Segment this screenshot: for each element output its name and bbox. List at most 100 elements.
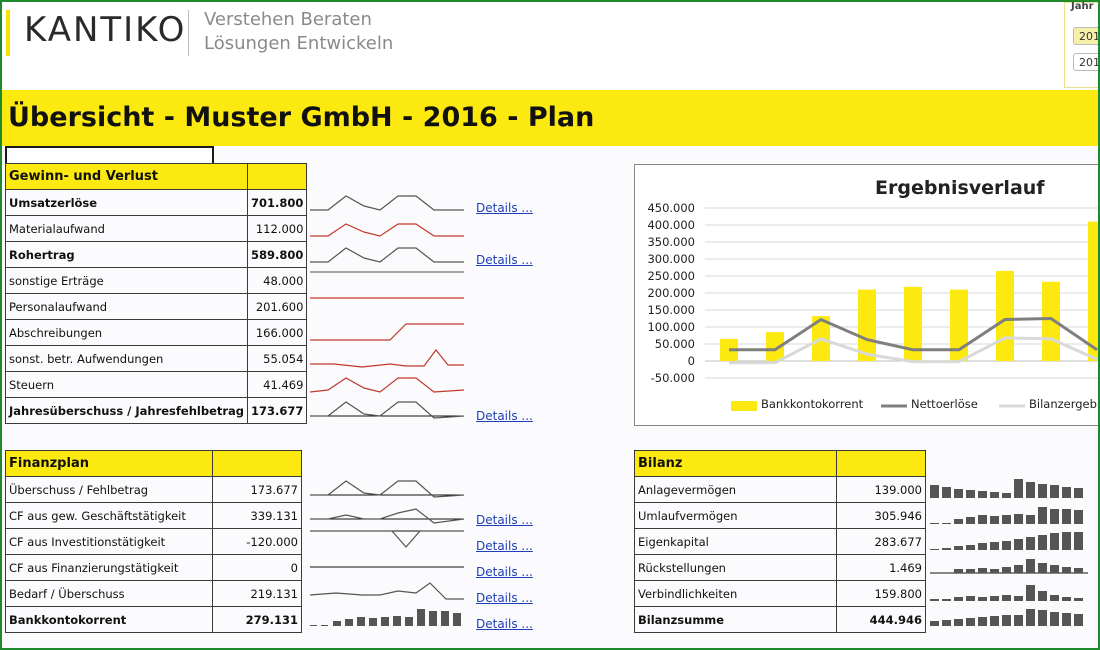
details-link-cf-invest[interactable]: Details ... (476, 539, 533, 553)
spark-bar (1002, 595, 1011, 601)
guv-value: 589.800 (247, 241, 308, 268)
spark-bar (1038, 591, 1047, 601)
sparkline-cf-invest (310, 530, 464, 548)
year-option-1[interactable]: 201 (1073, 27, 1098, 45)
spark-bar (978, 597, 987, 601)
spark-bar (1038, 610, 1047, 626)
bar-bankkontokorrent (904, 286, 922, 361)
kantiko-logo: KANTIKO (24, 10, 187, 50)
spark-bar (1050, 565, 1059, 573)
spark-bar (1014, 514, 1023, 524)
spark-bar (1074, 614, 1083, 626)
spark-bar (1062, 613, 1071, 626)
bilanz-value: 139.000 (836, 476, 926, 503)
spark-bar (942, 620, 951, 626)
bar-bankkontokorrent (950, 289, 968, 361)
line-bilanzergebnis (729, 336, 1098, 365)
y-tick-label: 150.000 (647, 303, 695, 317)
spark-bar (990, 596, 999, 601)
spark-bar (393, 616, 401, 626)
sparkline-bedarf (309, 582, 464, 600)
finanz-value: 339.131 (212, 502, 302, 529)
details-link-bankkontokorrent[interactable]: Details ... (476, 617, 533, 631)
guv-label: Umsatzerlöse (4, 189, 249, 216)
spark-bar (966, 545, 975, 550)
details-link-jahresueberschuss[interactable]: Details ... (476, 409, 533, 423)
bilanz-label: Rückstellungen (634, 554, 837, 581)
finanz-value: 173.677 (212, 476, 302, 503)
spark-bar (369, 618, 377, 626)
guv-sparklines (309, 195, 465, 419)
guv-label: sonst. betr. Aufwendungen (4, 345, 249, 372)
spark-bar (345, 619, 353, 626)
finanz-value: 219.131 (212, 580, 302, 607)
guv-value: 173.677 (247, 397, 308, 424)
guv-label: Personalaufwand (4, 293, 249, 320)
bilanz-label: Umlaufvermögen (634, 502, 837, 529)
bilanz-value: 159.800 (836, 580, 926, 607)
spark-bar (381, 617, 389, 626)
details-link-bedarf[interactable]: Details ... (476, 591, 533, 605)
spark-bar (990, 616, 999, 626)
year-slicer-label: Jahr (1071, 1, 1094, 12)
spark-bar (942, 487, 951, 498)
details-link-cf-finanz[interactable]: Details ... (476, 565, 533, 579)
header: KANTIKO Verstehen Beraten Lösungen Entwi… (2, 2, 1098, 88)
spark-bar (1014, 565, 1023, 573)
sparkline-bilanzsumme (930, 609, 1083, 626)
sparkline-cf-geschaeft (310, 508, 465, 524)
spark-bar (1062, 567, 1071, 573)
y-tick-label: 350.000 (647, 235, 695, 249)
guv-label: Steuern (4, 371, 249, 398)
spark-bar (954, 519, 963, 524)
spark-bar (1026, 482, 1035, 498)
spark-bar (1014, 539, 1023, 550)
sparkline-umlaufvermoegen (930, 507, 1083, 524)
legend-nettoerloese: Nettoerlöse (911, 397, 978, 411)
y-tick-label: 50.000 (654, 337, 695, 351)
tagline: Verstehen Beraten Lösungen Entwickeln (204, 8, 393, 56)
details-link-cf-geschaeft[interactable]: Details ... (476, 513, 533, 527)
finanz-header: Finanzplan (5, 450, 213, 477)
tagline-line-2: Lösungen Entwickeln (204, 33, 394, 54)
bar-bankkontokorrent (996, 270, 1014, 361)
spark-bar (453, 613, 461, 626)
year-option-2[interactable]: 201 (1073, 53, 1098, 71)
spark-bar (1062, 532, 1071, 550)
bar-bankkontokorrent (858, 289, 876, 361)
spark-bar (978, 515, 987, 524)
spark-bar (1074, 488, 1083, 498)
year-slicer: Jahr 201 201 (1064, 1, 1098, 88)
sparkline-rohertrag (310, 247, 464, 263)
spark-bar (1050, 509, 1059, 524)
y-tick-label: 300.000 (647, 252, 695, 266)
guv-value: 55.054 (247, 345, 308, 372)
bilanz-value: 444.946 (836, 606, 926, 633)
bilanz-header: Bilanz (634, 450, 837, 477)
ergebnisverlauf-chart[interactable]: Ergebnisverlauf 450.000 400.000 350.000 … (634, 164, 1100, 426)
spark-bar (321, 625, 328, 626)
guv-table: Gewinn- und Verlust Umsatzerlöse 701.800 … (4, 163, 308, 424)
guv-value: 166.000 (247, 319, 308, 346)
spark-bar (978, 568, 987, 573)
spark-bar (930, 523, 939, 524)
spark-bar (966, 618, 975, 626)
spark-bar (1050, 595, 1059, 601)
details-link-umsatz[interactable]: Details ... (476, 201, 533, 215)
finanz-label: Bedarf / Überschuss (5, 580, 213, 607)
legend-swatch-nettoerloese (881, 404, 907, 408)
guv-label: Jahresüberschuss / Jahresfehlbetrag (4, 397, 249, 424)
details-link-rohertrag[interactable]: Details ... (476, 253, 533, 267)
finanz-header-value (212, 450, 302, 477)
guv-value: 41.469 (247, 371, 308, 398)
spark-bar (1014, 615, 1023, 626)
page-title: Übersicht - Muster GmbH - 2016 - Plan (8, 102, 595, 133)
legend-bilanzergebnis: Bilanzergebni (1029, 397, 1100, 411)
spark-bar (1002, 515, 1011, 524)
spark-bar (1002, 541, 1011, 550)
spark-bar (310, 625, 317, 626)
line-nettoerloese (729, 316, 1098, 352)
bilanz-sparklines (930, 479, 1088, 626)
guv-header-value (247, 163, 308, 190)
